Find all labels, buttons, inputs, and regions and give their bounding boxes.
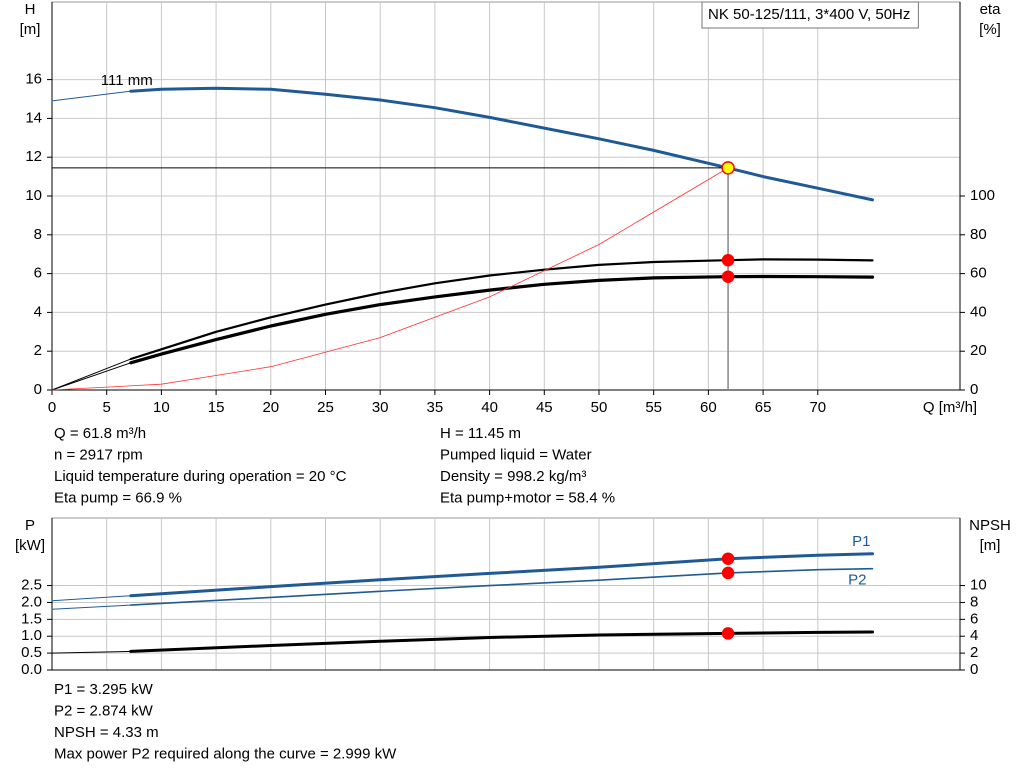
duty-point [721, 161, 735, 175]
curve-lead-in [51, 595, 132, 602]
duty-point [721, 627, 735, 640]
y2-tick-label: 4 [970, 627, 978, 644]
y2-tick-label: 20 [970, 342, 987, 359]
x-tick-label: 35 [427, 399, 444, 416]
y-tick-label: 2.0 [21, 593, 42, 610]
curve-lead-in [51, 90, 132, 102]
y-tick-label: 2 [34, 342, 42, 359]
curve [129, 86, 874, 202]
y2-tick-label: 0 [970, 381, 978, 398]
info-line: Max power P2 required along the curve = … [54, 745, 397, 762]
y2-tick-label: 60 [970, 265, 987, 282]
y-tick-label: 4 [34, 303, 42, 320]
y-tick-label: 0.5 [21, 644, 42, 661]
y2-tick-label: 100 [970, 187, 995, 204]
y2-tick-label: 6 [970, 610, 978, 627]
curve-label: P2 [848, 572, 866, 589]
curve [129, 552, 874, 598]
curve [51, 167, 729, 391]
info-line: Density = 998.2 kg/m³ [440, 468, 586, 485]
y2-tick-label: 10 [970, 577, 987, 594]
y2-axis-label: NPSH [969, 517, 1011, 534]
curve-lead-in [51, 604, 132, 610]
curve [130, 567, 874, 606]
y2-axis-label: eta [980, 1, 1002, 18]
y-axis-label: H [25, 1, 36, 18]
x-tick-label: 40 [481, 399, 498, 416]
y-tick-label: 16 [25, 71, 42, 88]
info-line: n = 2917 rpm [54, 446, 143, 463]
curve [129, 258, 874, 361]
x-tick-label: 0 [48, 399, 56, 416]
x-tick-label: 20 [262, 399, 279, 416]
info-line: P1 = 3.295 kW [54, 681, 154, 698]
y2-axis-label: [%] [979, 21, 1001, 38]
x-tick-label: 60 [700, 399, 717, 416]
y-axis-label: [kW] [15, 537, 45, 554]
info-line: Eta pump+motor = 58.4 % [440, 489, 615, 506]
y2-axis-label: [m] [980, 537, 1001, 554]
x-tick-label: 70 [809, 399, 826, 416]
duty-point [721, 566, 735, 580]
y2-tick-label: 8 [970, 593, 978, 610]
y-tick-label: 0.0 [21, 661, 42, 678]
y-tick-label: 1.5 [21, 610, 42, 627]
info-line: Liquid temperature during operation = 20… [54, 468, 347, 485]
title-box [701, 1, 919, 29]
info-line: Q = 61.8 m³/h [54, 425, 146, 442]
y-tick-label: 1.0 [21, 627, 42, 644]
info-line: H = 11.45 m [440, 425, 521, 442]
info-line: NPSH = 4.33 m [54, 724, 159, 741]
info-line: P2 = 2.874 kW [54, 702, 154, 719]
curve [129, 274, 875, 365]
y-tick-label: 2.5 [21, 577, 42, 594]
y-axis-label: P [25, 517, 35, 534]
curve-lead-in [51, 362, 132, 391]
x-tick-label: 15 [208, 399, 225, 416]
x-tick-label: 50 [591, 399, 608, 416]
curve-lead-in [51, 650, 132, 654]
y-tick-label: 0 [34, 381, 42, 398]
y2-tick-label: 80 [970, 226, 987, 243]
curve-label: P1 [852, 533, 870, 550]
y2-tick-label: 2 [970, 644, 978, 661]
x-tick-label: 55 [645, 399, 662, 416]
curve-label: 111 mm [101, 72, 153, 89]
info-line: Eta pump = 66.9 % [54, 489, 182, 506]
x-tick-label: 5 [103, 399, 111, 416]
y2-tick-label: 40 [970, 303, 987, 320]
chart-title: NK 50-125/111, 3*400 V, 50Hz [708, 6, 910, 23]
duty-point [721, 270, 735, 283]
y-tick-label: 12 [25, 148, 42, 165]
y-tick-label: 10 [25, 187, 42, 204]
duty-point [721, 253, 735, 267]
x-tick-label: 30 [372, 399, 389, 416]
x-tick-label: 65 [755, 399, 772, 416]
duty-point [721, 552, 735, 565]
x-tick-label: 10 [153, 399, 170, 416]
curve [129, 630, 874, 653]
y2-tick-label: 0 [970, 661, 978, 678]
plot-frame [51, 517, 961, 671]
y-tick-label: 8 [34, 226, 42, 243]
info-line: Pumped liquid = Water [440, 446, 592, 463]
y-tick-label: 14 [25, 109, 42, 126]
y-axis-label: [m] [20, 21, 41, 38]
y-tick-label: 6 [34, 265, 42, 282]
x-tick-label: 45 [536, 399, 553, 416]
x-axis-label: Q [m³/h] [923, 399, 977, 416]
curve-lead-in [51, 358, 132, 391]
x-tick-label: 25 [317, 399, 334, 416]
